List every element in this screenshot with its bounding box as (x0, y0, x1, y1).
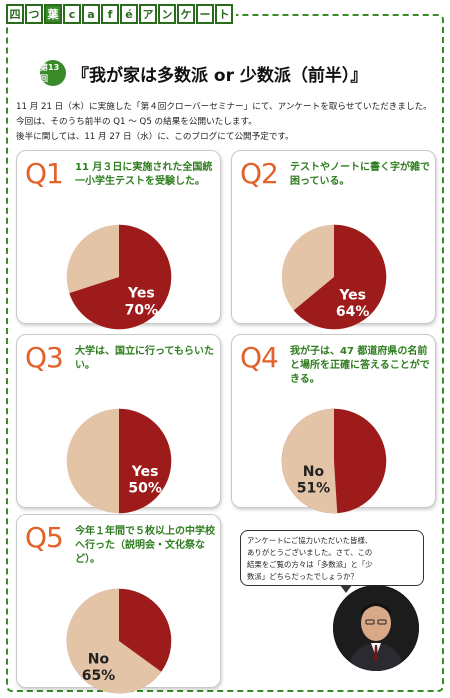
pie-chart-q2: Yes 64% (281, 224, 387, 330)
pie-percent-label: 64% (336, 304, 370, 320)
pie-slice-answer (69, 224, 172, 330)
pie-slice-answer (293, 224, 387, 330)
brand-char: ン (158, 4, 176, 24)
question-number: Q1 (25, 157, 64, 190)
pie-answer-label: Yes (127, 286, 155, 302)
brand-char: 葉 (44, 4, 62, 24)
brand-char: つ (25, 4, 43, 24)
question-card-q2: Q2 テストやノートに書く字が雑で困っている。 Yes 64% (231, 150, 436, 330)
question-text: 我が子は、47 都道府県の名前と場所を正確に答えることができる。 (290, 346, 430, 385)
pie-percent-label: 65% (82, 668, 116, 684)
question-number: Q5 (25, 521, 64, 554)
episode-badge: 第13回 (40, 60, 66, 86)
pie-chart-q5: No 65% (66, 588, 172, 694)
pie-slice-answer (66, 588, 162, 694)
pie-answer-label: Yes (131, 464, 159, 480)
brand-char: ー (196, 4, 214, 24)
question-text: 11 月３日に実施された全国統一小学生テストを受験した。 (75, 162, 213, 187)
pie-percent-label: 51% (297, 481, 331, 497)
brand-char: ト (215, 4, 233, 24)
question-text: テストやノートに書く字が雑で困っている。 (290, 162, 430, 187)
pie-chart-q3: Yes 50% (66, 408, 172, 514)
pie-slice-answer (119, 408, 172, 514)
question-card-q5: Q5 今年１年間で５枚以上の中学校へ行った（説明会・文化祭など）。 No 65% (16, 514, 221, 694)
intro-text: 11 月 21 日（木）に実施した「第４回クローバーセミナー」にて、アンケートを… (16, 100, 436, 145)
pie-percent-label: 70% (125, 302, 159, 318)
brand-logo: 四 つ 葉 c a f é ア ン ケ ー ト (6, 4, 236, 24)
pie-slice-answer (281, 408, 338, 514)
question-card-q4: Q4 我が子は、47 都道府県の名前と場所を正確に答えることができる。 No 5… (231, 334, 436, 514)
presenter-portrait (333, 585, 419, 671)
brand-char: é (120, 4, 138, 24)
intro-line: 11 月 21 日（木）に実施した「第４回クローバーセミナー」にて、アンケートを… (16, 102, 432, 112)
speech-line: アンケートにご協力いただいた皆様、 (247, 536, 373, 545)
speech-line: ありがとうございました。さて、この (247, 548, 373, 557)
speech-bubble-tail (340, 585, 352, 593)
presenter-photo-icon (333, 585, 419, 671)
question-text: 大学は、国立に行ってもらいたい。 (75, 346, 214, 371)
page-title-row: 第13回 『我が家は多数派 or 少数派（前半）』 (40, 60, 367, 86)
question-card-q3: Q3 大学は、国立に行ってもらいたい。 Yes 50% (16, 334, 221, 514)
question-card-q1: Q1 11 月３日に実施された全国統一小学生テストを受験した。 Yes 70% (16, 150, 221, 330)
question-number: Q2 (240, 157, 279, 190)
speech-line: 数派」どちらだったでしょうか？ (247, 572, 358, 581)
brand-char: 四 (6, 4, 24, 24)
pie-percent-label: 50% (128, 481, 162, 497)
brand-char: ア (139, 4, 157, 24)
question-number: Q4 (240, 341, 279, 374)
question-text: 今年１年間で５枚以上の中学校へ行った（説明会・文化祭など）。 (75, 526, 215, 565)
speech-line: 結果をご覧の方々は「多数派」と「少 (247, 560, 373, 569)
page-title: 『我が家は多数派 or 少数派（前半）』 (72, 65, 368, 86)
pie-answer-label: No (88, 651, 110, 667)
intro-line: 後半に関しては、11 月 27 日（水）に、このブログにて公開予定です。 (16, 132, 294, 142)
intro-line: 今回は、そのうち前半の Q1 〜 Q5 の結果を公開いたします。 (16, 117, 257, 127)
pie-answer-label: No (303, 464, 325, 480)
brand-char: c (63, 4, 81, 24)
pie-answer-label: Yes (338, 287, 366, 303)
pie-chart-q4: No 51% (281, 408, 387, 514)
question-number: Q3 (25, 341, 64, 374)
brand-char: f (101, 4, 119, 24)
brand-char: ケ (177, 4, 195, 24)
speech-bubble: アンケートにご協力いただいた皆様、 ありがとうございました。さて、この 結果をご… (240, 530, 424, 586)
brand-char: a (82, 4, 100, 24)
pie-chart-q1: Yes 70% (66, 224, 172, 330)
